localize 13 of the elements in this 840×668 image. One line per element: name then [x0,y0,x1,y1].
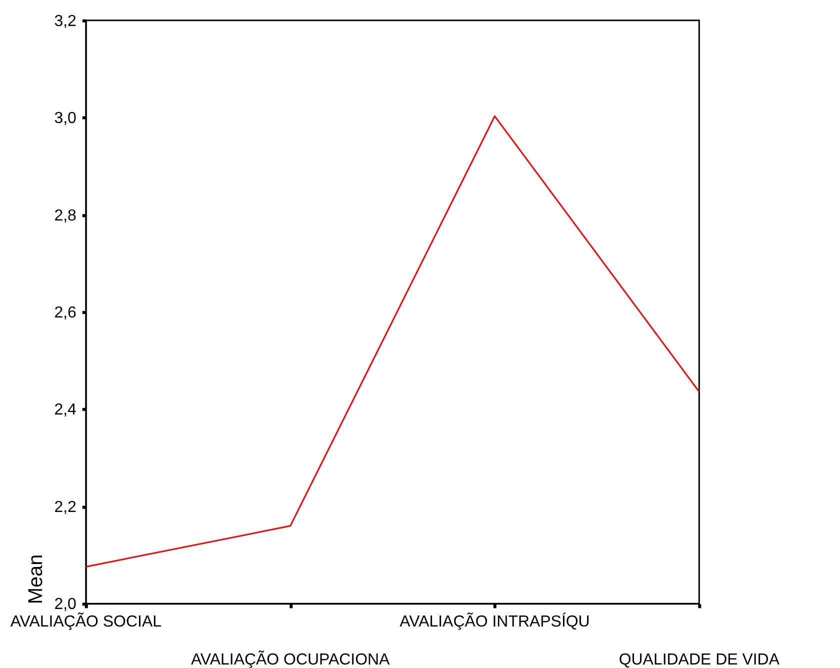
y-tick-label: 2,8 [54,207,77,224]
x-tick-label: AVALIAÇÃO OCUPACIONA [190,650,390,668]
x-tick-label: AVALIAÇÃO SOCIAL [10,612,162,631]
y-tick-label: 3,2 [54,12,77,30]
x-tick-label: AVALIAÇÃO INTRAPSÍQU [400,612,590,631]
y-tick-label: 3,0 [54,110,77,128]
y-tick-label: 2,0 [54,596,77,614]
y-tick-label: 2,6 [54,304,77,322]
line-series [85,115,700,568]
y-tick-label: 2,4 [54,402,77,419]
y-axis-title: Mean [25,554,48,604]
y-tick-label: 2,2 [54,498,77,516]
x-tick-label: QUALIDADE DE VIDA [618,652,780,668]
